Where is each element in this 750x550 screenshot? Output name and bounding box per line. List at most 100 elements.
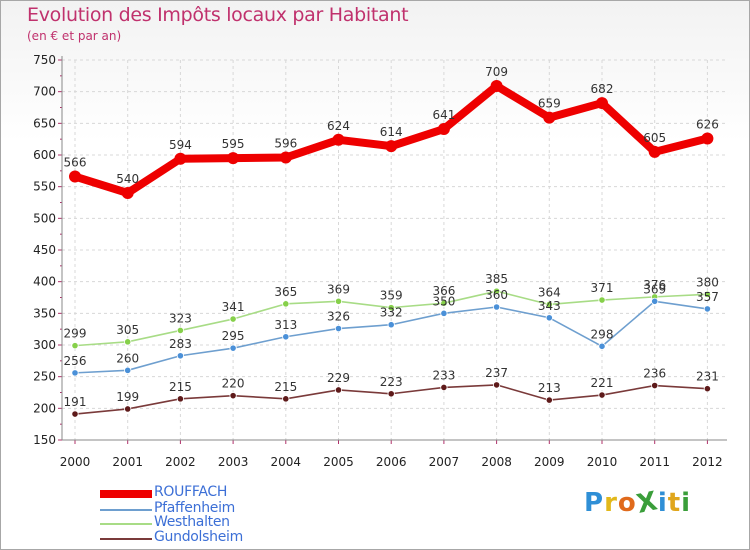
data-point-rouffach (279, 151, 292, 164)
y-tick-label: 550 (33, 180, 56, 194)
y-tick-label: 750 (33, 53, 56, 67)
data-label-pfaffenheim: 350 (432, 294, 455, 308)
x-tick-label: 2002 (165, 455, 196, 469)
y-tick-label: 650 (33, 116, 56, 130)
data-point-gundolsheim (703, 385, 712, 393)
data-point-gundolsheim (282, 395, 290, 403)
data-point-westhalten (387, 304, 395, 312)
data-point-rouffach (332, 133, 345, 146)
x-tick-label: 2011 (639, 455, 670, 469)
data-point-pfaffenheim (176, 352, 184, 360)
y-tick-label: 150 (33, 433, 56, 447)
data-point-rouffach (701, 132, 714, 145)
data-label-rouffach: 709 (485, 65, 508, 79)
data-point-westhalten (282, 300, 290, 308)
proxiti-logo[interactable]: ProXiti (584, 486, 692, 520)
data-label-pfaffenheim: 360 (485, 288, 508, 302)
data-label-pfaffenheim: 283 (169, 337, 192, 351)
y-tick-label: 400 (33, 275, 56, 289)
grid (62, 59, 727, 440)
data-label-westhalten: 376 (643, 278, 666, 292)
data-label-gundolsheim: 221 (591, 376, 614, 390)
data-point-rouffach (174, 152, 187, 165)
data-label-gundolsheim: 199 (116, 390, 139, 404)
data-point-rouffach (437, 123, 450, 136)
data-point-westhalten (334, 297, 343, 305)
data-label-westhalten: 366 (432, 284, 455, 298)
data-point-pfaffenheim (703, 305, 712, 313)
data-label-westhalten: 364 (538, 285, 561, 299)
data-point-rouffach (121, 187, 134, 199)
data-label-westhalten: 385 (485, 272, 508, 286)
legend-label-rouffach: ROUFFACH (154, 484, 228, 500)
logo-letter: i (657, 488, 668, 518)
x-tick-label: 2000 (60, 455, 91, 469)
legend-swatch-pfaffenheim (100, 509, 152, 511)
data-label-pfaffenheim: 369 (643, 282, 666, 296)
data-label-rouffach: 540 (116, 172, 139, 186)
data-label-gundolsheim: 237 (485, 366, 508, 380)
data-point-rouffach (543, 111, 556, 124)
logo-letter: i (681, 488, 692, 518)
data-point-gundolsheim (598, 391, 606, 399)
data-label-gundolsheim: 236 (643, 367, 666, 381)
data-label-rouffach: 594 (169, 138, 192, 152)
legend-swatch-westhalten (100, 523, 152, 525)
data-label-westhalten: 359 (380, 289, 403, 303)
legend-swatch-gundolsheim (100, 538, 152, 540)
data-point-pfaffenheim (387, 321, 395, 329)
data-point-gundolsheim (387, 390, 395, 398)
logo-letter: X (633, 486, 661, 520)
data-label-gundolsheim: 229 (327, 371, 350, 385)
data-point-westhalten (71, 342, 79, 350)
axes: 150 200 250 300 350 400 450 500 550 600 650 700 750 2… (33, 53, 727, 469)
data-label-rouffach: 641 (432, 108, 455, 122)
data-label-gundolsheim: 233 (432, 368, 455, 382)
data-point-westhalten (545, 300, 553, 309)
x-tick-label: 2007 (429, 455, 460, 469)
data-point-gundolsheim (176, 395, 184, 403)
x-tick-label: 2005 (323, 455, 354, 469)
logo-letter: P (584, 488, 605, 518)
data-label-gundolsheim: 231 (696, 370, 719, 384)
data-label-westhalten: 371 (591, 281, 614, 295)
data-point-rouffach (69, 170, 81, 183)
data-label-gundolsheim: 223 (380, 375, 403, 389)
data-point-westhalten (598, 296, 606, 304)
data-point-pfaffenheim (229, 344, 237, 352)
data-point-westhalten (492, 287, 501, 295)
data-label-gundolsheim: 215 (169, 380, 192, 394)
y-tick-label: 300 (33, 338, 56, 352)
data-point-pfaffenheim (334, 324, 343, 333)
data-point-westhalten (229, 315, 237, 323)
data-point-pfaffenheim (71, 369, 79, 377)
legend-label-westhalten: Westhalten (154, 514, 230, 530)
data-label-gundolsheim: 215 (274, 380, 297, 394)
x-tick-label: 2012 (692, 455, 723, 469)
data-label-rouffach: 605 (643, 131, 666, 145)
data-label-westhalten: 323 (169, 311, 192, 325)
data-point-westhalten (124, 338, 132, 346)
data-label-rouffach: 596 (274, 137, 297, 151)
data-label-rouffach: 682 (591, 82, 614, 96)
data-point-rouffach (596, 97, 608, 110)
data-point-pfaffenheim (124, 366, 132, 374)
x-tick-label: 2004 (271, 455, 302, 469)
data-point-westhalten (176, 326, 184, 335)
data-label-pfaffenheim: 326 (327, 310, 350, 324)
data-point-gundolsheim (651, 381, 659, 390)
data-labels: 191 199 215 220 215 229 223 233 237 213 221 236 231 2… (64, 65, 719, 409)
data-point-pfaffenheim (598, 342, 606, 350)
data-label-rouffach: 566 (64, 156, 87, 170)
data-point-rouffach (385, 140, 398, 153)
y-tick-label: 700 (33, 85, 56, 99)
data-label-rouffach: 659 (538, 97, 561, 111)
data-label-pfaffenheim: 295 (222, 329, 245, 343)
data-label-pfaffenheim: 332 (380, 306, 403, 320)
data-label-westhalten: 341 (222, 300, 245, 314)
data-label-rouffach: 624 (327, 119, 350, 133)
legend-label-gundolsheim: Gundolsheim (154, 529, 243, 545)
data-label-pfaffenheim: 343 (538, 299, 561, 313)
x-tick-label: 2001 (112, 455, 143, 469)
y-tick-label: 450 (33, 243, 56, 257)
